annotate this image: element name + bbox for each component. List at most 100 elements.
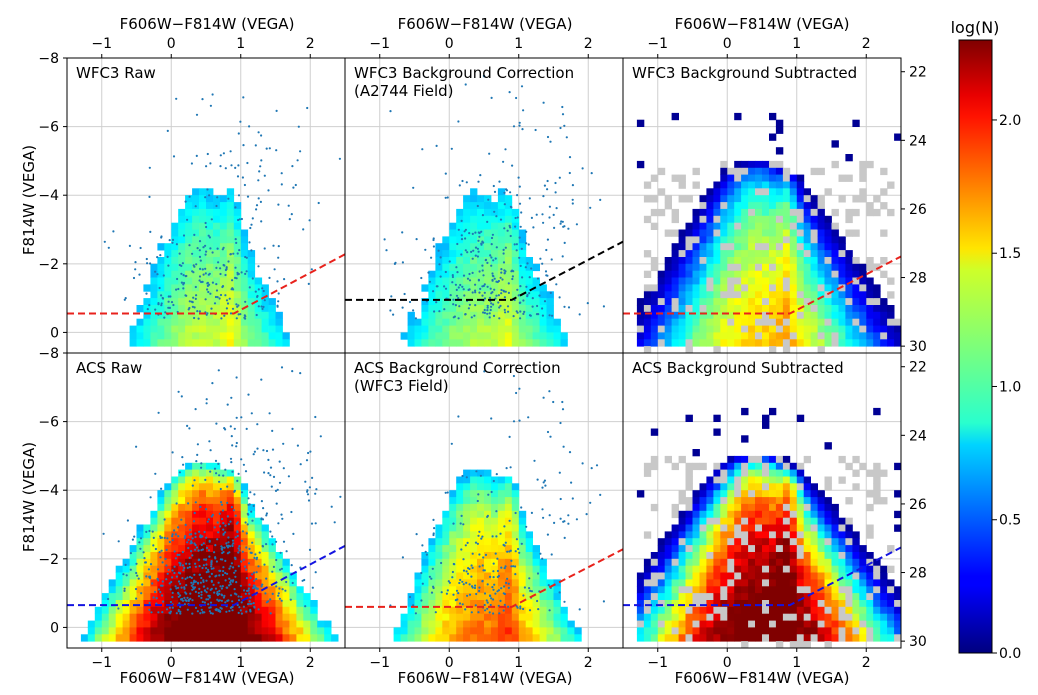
heatmap-bin	[442, 298, 450, 306]
scatter-point	[221, 248, 224, 251]
heatmap-bin	[734, 490, 742, 498]
panel-title: WFC3 Background Correction	[354, 64, 574, 82]
heatmap-bin	[477, 545, 485, 553]
heatmap-bin	[157, 572, 165, 580]
heatmap-bin	[685, 243, 693, 251]
scatter-point	[235, 522, 238, 525]
heatmap-bin	[824, 538, 832, 546]
heatmap-bin	[213, 222, 221, 230]
scatter-point	[245, 270, 248, 273]
scatter-point	[199, 505, 202, 508]
heatmap-bin	[491, 263, 499, 272]
heatmap-bin	[511, 565, 520, 573]
heatmap-bin	[789, 208, 798, 217]
heatmap-bin	[796, 586, 805, 594]
scatter-point	[240, 491, 244, 494]
heatmap-bin	[233, 545, 242, 553]
heatmap-bin	[782, 277, 791, 285]
scatter-point	[554, 191, 557, 194]
heatmap-bin	[845, 174, 853, 182]
heatmap-bin	[720, 291, 728, 299]
heatmap-bin	[497, 558, 506, 567]
scatter-point	[269, 612, 272, 615]
scatter-point	[247, 603, 250, 606]
heatmap-bin	[727, 208, 735, 217]
heatmap-bin	[233, 586, 242, 594]
heatmap-bin	[720, 579, 728, 587]
heatmap-bin	[497, 305, 506, 313]
scatter-point	[495, 510, 498, 513]
heatmap-bin	[755, 558, 763, 567]
heatmap-bin	[831, 600, 839, 608]
heatmap-bin	[678, 277, 686, 285]
heatmap-bin	[699, 229, 707, 237]
heatmap-bin	[268, 339, 276, 347]
heatmap-bin	[178, 325, 186, 333]
heatmap-bin	[880, 229, 888, 237]
heatmap-bin	[748, 606, 756, 615]
heatmap-bin	[296, 586, 304, 594]
heatmap-bin	[803, 202, 811, 210]
scatter-point	[226, 572, 229, 575]
heatmap-bin	[143, 620, 151, 628]
heatmap-bin	[685, 236, 693, 244]
heatmap-bin	[755, 325, 763, 333]
scatter-point	[148, 195, 151, 198]
heatmap-bin	[484, 510, 492, 519]
scatter-point	[279, 568, 282, 571]
scatter-point	[257, 565, 260, 568]
x-tick-label-bottom: 1	[514, 655, 523, 671]
heatmap-bin	[477, 469, 485, 477]
heatmap-bin	[720, 243, 728, 251]
heatmap-bin	[636, 298, 645, 306]
heatmap-bin	[178, 476, 186, 484]
heatmap-bin	[859, 558, 867, 567]
heatmap-bin	[192, 613, 200, 621]
heatmap-bin	[484, 565, 492, 573]
heatmap-bin	[769, 298, 777, 306]
heatmap-bin	[289, 634, 297, 642]
heatmap-bin	[678, 613, 686, 621]
heatmap-bin	[206, 188, 214, 196]
panel-5: ACS Background Correction (WFC3 Field)−1…	[344, 352, 624, 671]
heatmap-bin	[664, 332, 672, 340]
heatmap-bin	[755, 167, 763, 176]
heatmap-bin	[511, 284, 520, 292]
heatmap-bin	[192, 497, 200, 505]
heatmap-bin	[810, 620, 818, 628]
heatmap-bin	[470, 503, 478, 512]
heatmap-bin	[525, 263, 533, 272]
heatmap-bin	[185, 565, 193, 573]
scatter-point	[191, 537, 194, 540]
heatmap-bin	[199, 250, 207, 258]
heatmap-bin	[671, 545, 679, 553]
scatter-point	[401, 556, 404, 559]
heatmap-bin	[789, 332, 798, 340]
scatter-point	[432, 245, 435, 248]
heatmap-bin	[553, 627, 561, 635]
scatter-point	[420, 276, 423, 280]
heatmap-bin	[803, 215, 811, 224]
heatmap-bin	[206, 215, 214, 224]
heatmap-bin	[129, 634, 137, 642]
heatmap-bin	[525, 339, 533, 347]
scatter-point	[210, 563, 213, 566]
scatter-point	[134, 261, 137, 264]
heatmap-bin	[741, 579, 749, 587]
heatmap-bin	[831, 325, 839, 333]
heatmap-bin	[525, 298, 533, 306]
scatter-point	[124, 297, 127, 300]
heatmap-bin	[192, 263, 200, 272]
heatmap-bin	[456, 552, 464, 560]
heatmap-bin	[803, 311, 811, 320]
heatmap-bin	[164, 572, 172, 580]
scatter-point	[453, 315, 456, 318]
heatmap-bin	[650, 600, 659, 608]
heatmap-bin	[199, 236, 207, 244]
scatter-point	[175, 288, 178, 291]
heatmap-bin	[810, 510, 818, 519]
scatter-point	[466, 277, 470, 280]
heatmap-bin	[275, 620, 283, 628]
scatter-point	[432, 518, 435, 522]
scatter-point	[211, 612, 214, 615]
